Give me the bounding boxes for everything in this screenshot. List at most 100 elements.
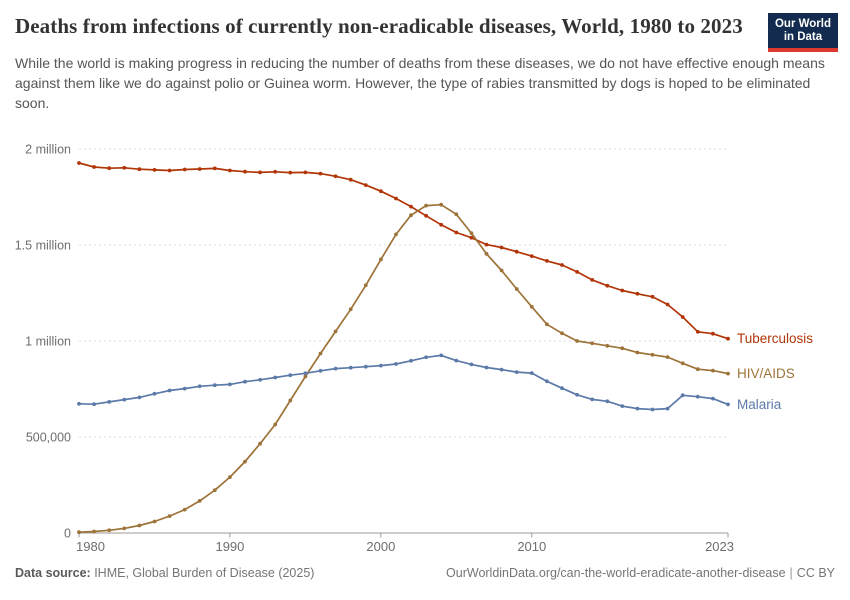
point-hiv-aids-2008[interactable] [499,268,504,273]
point-malaria-1983[interactable] [122,397,127,402]
point-tuberculosis-1980[interactable] [77,161,81,165]
line-hiv-aids[interactable] [78,203,729,534]
point-malaria-1999[interactable] [363,364,368,369]
point-tuberculosis-2011[interactable] [545,259,549,263]
point-hiv-aids-1993[interactable] [273,422,278,427]
point-tuberculosis-2006[interactable] [469,235,474,240]
point-hiv-aids-2019[interactable] [665,355,670,359]
point-malaria-1987[interactable] [182,386,187,391]
point-malaria-1997[interactable] [333,366,338,371]
point-malaria-1998[interactable] [348,365,353,370]
point-malaria-2010[interactable] [529,371,534,375]
point-tuberculosis-1997[interactable] [333,174,338,179]
point-hiv-aids-1986[interactable] [167,514,172,518]
point-hiv-aids-2004[interactable] [439,202,444,207]
point-tuberculosis-2019[interactable] [665,302,670,307]
point-tuberculosis-2022[interactable] [711,331,715,336]
point-malaria-2001[interactable] [394,362,398,366]
series-label-hiv-aids[interactable]: HIV/AIDS [737,366,795,381]
line-tuberculosis[interactable] [78,162,729,340]
point-hiv-aids-1995[interactable] [303,374,308,379]
point-malaria-2011[interactable] [545,379,549,384]
point-tuberculosis-2003[interactable] [424,213,428,218]
point-malaria-1992[interactable] [258,377,262,382]
point-hiv-aids-2009[interactable] [514,287,519,291]
point-hiv-aids-2013[interactable] [575,339,579,343]
point-hiv-aids-1999[interactable] [363,283,368,288]
point-malaria-2021[interactable] [695,394,700,399]
point-tuberculosis-2005[interactable] [454,230,459,235]
point-tuberculosis-2001[interactable] [394,196,398,201]
chart-url-link[interactable]: OurWorldinData.org/can-the-world-eradica… [446,566,786,580]
point-tuberculosis-2018[interactable] [650,294,655,299]
point-malaria-1984[interactable] [137,395,142,400]
point-tuberculosis-2009[interactable] [514,249,519,254]
point-tuberculosis-2010[interactable] [529,254,534,258]
point-hiv-aids-2010[interactable] [529,304,534,309]
point-tuberculosis-1996[interactable] [318,171,323,176]
point-malaria-2002[interactable] [409,358,413,363]
point-malaria-1988[interactable] [197,384,202,389]
line-malaria[interactable] [78,354,729,411]
point-malaria-1986[interactable] [167,388,172,393]
point-tuberculosis-2017[interactable] [635,291,640,296]
point-malaria-2000[interactable] [379,363,383,368]
point-tuberculosis-1999[interactable] [363,183,368,188]
point-tuberculosis-2021[interactable] [695,329,700,334]
point-hiv-aids-2022[interactable] [711,368,715,373]
point-hiv-aids-2016[interactable] [620,346,625,351]
point-tuberculosis-2000[interactable] [379,189,383,194]
point-hiv-aids-1987[interactable] [182,507,187,512]
point-malaria-1995[interactable] [303,371,308,376]
point-malaria-2003[interactable] [424,355,428,360]
point-tuberculosis-2004[interactable] [439,222,444,227]
point-tuberculosis-1994[interactable] [288,170,293,175]
point-tuberculosis-1993[interactable] [273,169,278,174]
series-label-tuberculosis[interactable]: Tuberculosis [737,331,813,346]
point-tuberculosis-1987[interactable] [182,167,187,172]
point-tuberculosis-1998[interactable] [348,177,353,182]
point-malaria-1989[interactable] [212,383,217,388]
point-tuberculosis-2023[interactable] [726,336,730,341]
point-tuberculosis-2015[interactable] [605,283,610,288]
point-hiv-aids-2003[interactable] [424,203,428,208]
point-malaria-2017[interactable] [635,406,640,411]
series-label-malaria[interactable]: Malaria [737,397,782,412]
point-malaria-2013[interactable] [575,392,579,397]
point-hiv-aids-2014[interactable] [590,341,595,346]
point-hiv-aids-2017[interactable] [635,350,640,355]
point-tuberculosis-1984[interactable] [137,167,142,172]
point-hiv-aids-1991[interactable] [243,459,247,464]
point-hiv-aids-2021[interactable] [695,367,700,372]
point-hiv-aids-1996[interactable] [318,351,323,356]
point-hiv-aids-1997[interactable] [333,329,338,334]
point-malaria-2016[interactable] [620,404,625,408]
points-hiv-aids[interactable] [77,202,730,535]
point-malaria-2006[interactable] [469,362,474,367]
point-malaria-1996[interactable] [318,368,323,373]
point-hiv-aids-1998[interactable] [348,307,353,312]
point-tuberculosis-1985[interactable] [152,168,157,172]
point-tuberculosis-1983[interactable] [122,165,127,170]
point-malaria-2004[interactable] [439,353,444,358]
point-hiv-aids-2006[interactable] [469,231,474,236]
point-malaria-2019[interactable] [665,406,670,411]
points-malaria[interactable] [77,353,730,412]
point-malaria-2009[interactable] [514,370,519,374]
point-hiv-aids-1989[interactable] [212,488,217,493]
point-hiv-aids-2020[interactable] [680,361,685,366]
point-tuberculosis-2016[interactable] [620,288,625,293]
point-tuberculosis-1988[interactable] [197,167,202,171]
point-malaria-1994[interactable] [288,373,293,378]
point-malaria-1985[interactable] [152,391,157,396]
point-hiv-aids-2015[interactable] [605,343,610,348]
point-malaria-1991[interactable] [243,379,247,384]
point-malaria-1993[interactable] [273,375,278,380]
point-malaria-2015[interactable] [605,399,610,404]
license-link[interactable]: CC BY [796,566,835,580]
point-hiv-aids-1988[interactable] [197,499,202,503]
point-malaria-1980[interactable] [77,401,81,406]
point-hiv-aids-2012[interactable] [560,331,564,336]
chart-area[interactable]: 0 500,000 1 million 1.5 million 2 million 198… [0,140,850,560]
point-tuberculosis-1982[interactable] [107,166,112,171]
